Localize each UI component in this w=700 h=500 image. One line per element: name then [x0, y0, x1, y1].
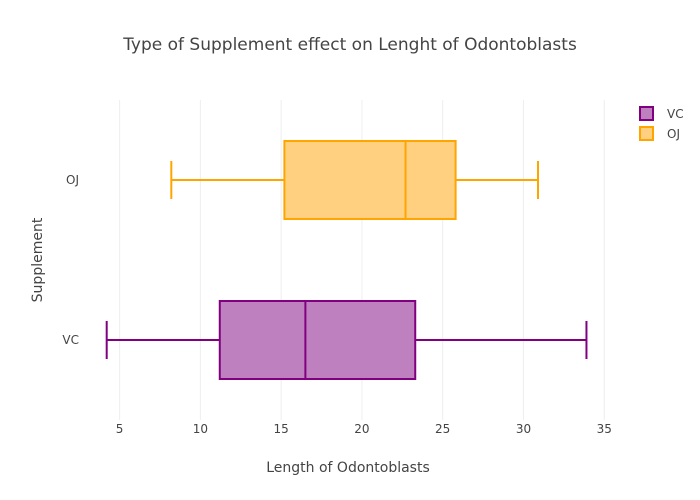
legend-item-oj[interactable]: OJ [639, 126, 680, 141]
legend-swatch-oj [639, 126, 654, 141]
x-axis-ticks: 5 10 15 20 25 30 35 [116, 422, 612, 436]
x-tick-label-15: 15 [274, 422, 289, 436]
y-tick-label-oj: OJ [66, 173, 79, 187]
iqr-box-vc [218, 300, 417, 380]
legend-swatch-vc [639, 106, 654, 121]
legend-label-vc: VC [667, 107, 684, 121]
chart-title: Type of Supplement effect on Lenght of O… [122, 35, 577, 55]
x-tick-label-25: 25 [435, 422, 450, 436]
legend[interactable]: VC OJ [639, 106, 684, 141]
x-axis-title: Length of Odontoblasts [266, 460, 430, 476]
x-tick-label-10: 10 [193, 422, 208, 436]
y-axis-ticks: VC OJ [62, 173, 79, 347]
box-vc[interactable] [105, 300, 588, 380]
box-oj[interactable] [170, 140, 539, 220]
x-tick-label-20: 20 [354, 422, 369, 436]
legend-label-oj: OJ [667, 127, 680, 141]
y-axis-title: Supplement [30, 217, 46, 302]
y-tick-label-vc: VC [62, 333, 79, 347]
x-tick-label-30: 30 [516, 422, 531, 436]
iqr-box-oj [283, 140, 457, 220]
boxes [105, 140, 588, 380]
x-tick-label-35: 35 [597, 422, 612, 436]
x-tick-label-5: 5 [116, 422, 124, 436]
legend-item-vc[interactable]: VC [639, 106, 684, 121]
